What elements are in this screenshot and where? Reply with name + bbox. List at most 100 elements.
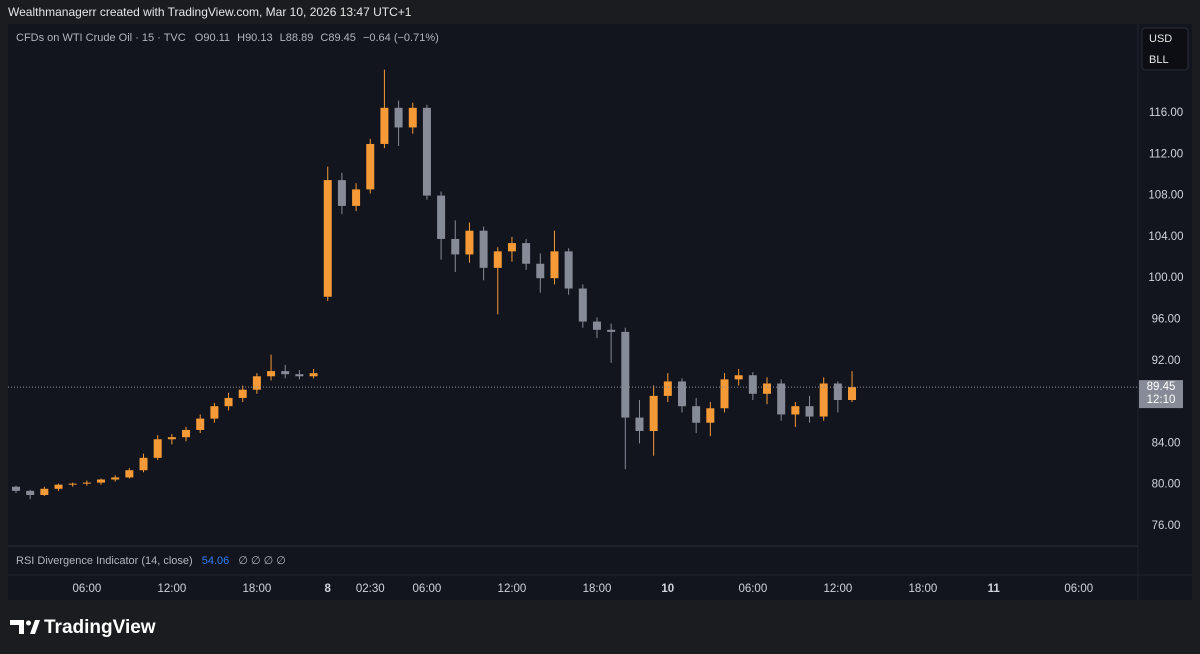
- symbol: CFDs on WTI Crude Oil · 15 · TVC: [16, 32, 186, 44]
- candle-body: [352, 189, 361, 206]
- logo-mark: [10, 620, 24, 634]
- candle-body: [451, 238, 460, 255]
- x-tick-label: 18:00: [583, 583, 612, 595]
- candle-body: [97, 479, 106, 483]
- indicator-value: 54.06: [202, 555, 230, 567]
- candle-body: [635, 417, 644, 431]
- candle-body: [12, 486, 20, 491]
- y-tick-label: 108.00: [1148, 190, 1183, 202]
- candle-body: [592, 321, 601, 330]
- candle-body: [196, 418, 205, 430]
- candle-body: [252, 376, 261, 390]
- brand: TradingView: [44, 617, 156, 638]
- candle-body: [819, 383, 828, 417]
- candle-body: [777, 383, 786, 415]
- x-tick-label: 12:00: [498, 583, 527, 595]
- candle-body: [748, 375, 757, 394]
- candle-body: [607, 329, 616, 332]
- candle-body: [649, 395, 658, 431]
- y-tick-label: 84.00: [1152, 437, 1181, 449]
- candle-body: [267, 371, 276, 377]
- logo-dot: [26, 620, 31, 626]
- y-tick-label: 116.00: [1149, 107, 1183, 119]
- x-tick-label: 02:30: [356, 583, 385, 595]
- logo-slash: [30, 620, 40, 634]
- brand-logo: [10, 620, 40, 634]
- low: L88.89: [280, 32, 314, 44]
- credit: Wealthmanagerr created with TradingView.…: [8, 5, 412, 19]
- candle-body: [394, 107, 403, 128]
- candle-body: [621, 331, 630, 418]
- candle-body: [437, 195, 446, 239]
- legend: CFDs on WTI Crude Oil · 15 · TVC O90.11 …: [16, 32, 439, 44]
- candle-body: [40, 488, 49, 495]
- candle-body: [125, 470, 134, 478]
- x-tick-label: 18:00: [908, 583, 937, 595]
- candle-body: [720, 379, 729, 409]
- candle-body: [54, 484, 63, 489]
- candle-body: [422, 107, 431, 196]
- x-tick-label: 10: [661, 583, 674, 595]
- candle-body: [153, 439, 162, 458]
- candle-body: [68, 483, 77, 485]
- last-price-label: 89.45: [1147, 381, 1176, 393]
- candle-body: [564, 251, 573, 289]
- candle-body: [493, 251, 502, 268]
- last-price-box: [1139, 380, 1183, 409]
- currency-box[interactable]: [1141, 27, 1189, 71]
- candle-body: [677, 381, 686, 407]
- candle-body: [578, 288, 587, 322]
- candle-body: [848, 387, 857, 401]
- y-tick-label: 80.00: [1152, 479, 1181, 491]
- candle-body: [26, 490, 35, 495]
- candle-body: [224, 397, 233, 407]
- candle-body: [663, 381, 672, 396]
- open: O90.11: [195, 32, 230, 44]
- candle-body: [763, 383, 772, 394]
- candle-body: [82, 482, 91, 484]
- candle-body: [408, 107, 417, 128]
- x-tick-label: 8: [325, 583, 332, 595]
- x-tick-label: 06:00: [72, 583, 101, 595]
- candle-body: [167, 437, 176, 440]
- candle-body: [507, 243, 516, 252]
- x-tick-label: 12:00: [823, 583, 852, 595]
- candle-body: [337, 180, 346, 206]
- x-tick-label: 06:00: [1064, 583, 1093, 595]
- x-tick-label: 18:00: [242, 583, 271, 595]
- indicator-flags: ∅ ∅ ∅ ∅: [238, 555, 286, 567]
- y-tick-label: 112.00: [1149, 148, 1183, 160]
- indicator-legend: RSI Divergence Indicator (14, close) 54.…: [16, 555, 286, 567]
- unit-button[interactable]: BLL: [1149, 54, 1169, 66]
- candle-body: [281, 371, 290, 375]
- countdown-label: 12:10: [1147, 394, 1176, 406]
- candle-body: [465, 230, 474, 255]
- x-tick-label: 06:00: [738, 583, 767, 595]
- candle-body: [805, 406, 814, 417]
- candle-body: [692, 406, 701, 423]
- y-tick-label: 76.00: [1152, 520, 1181, 532]
- y-tick-label: 92.00: [1152, 355, 1181, 367]
- indicator-name: RSI Divergence Indicator (14, close): [16, 555, 193, 567]
- candle-body: [309, 373, 318, 377]
- candle-body: [238, 389, 247, 398]
- x-tick-label: 12:00: [157, 583, 186, 595]
- high: H90.13: [237, 32, 272, 44]
- candle-body: [536, 263, 545, 279]
- currency-button[interactable]: USD: [1149, 33, 1172, 45]
- candle-body: [139, 457, 148, 471]
- x-tick-label: 11: [988, 583, 1001, 595]
- candle-body: [522, 243, 531, 264]
- candle-body: [550, 251, 559, 279]
- candle-body: [380, 107, 389, 144]
- y-tick-label: 96.00: [1152, 314, 1181, 326]
- chart-panel: [8, 24, 1192, 600]
- candle-body: [111, 477, 120, 480]
- change: −0.64 (−0.71%): [363, 32, 439, 44]
- candle-body: [706, 408, 715, 423]
- candle-body: [295, 374, 304, 377]
- candle-body: [791, 406, 800, 415]
- candle-body: [210, 406, 219, 419]
